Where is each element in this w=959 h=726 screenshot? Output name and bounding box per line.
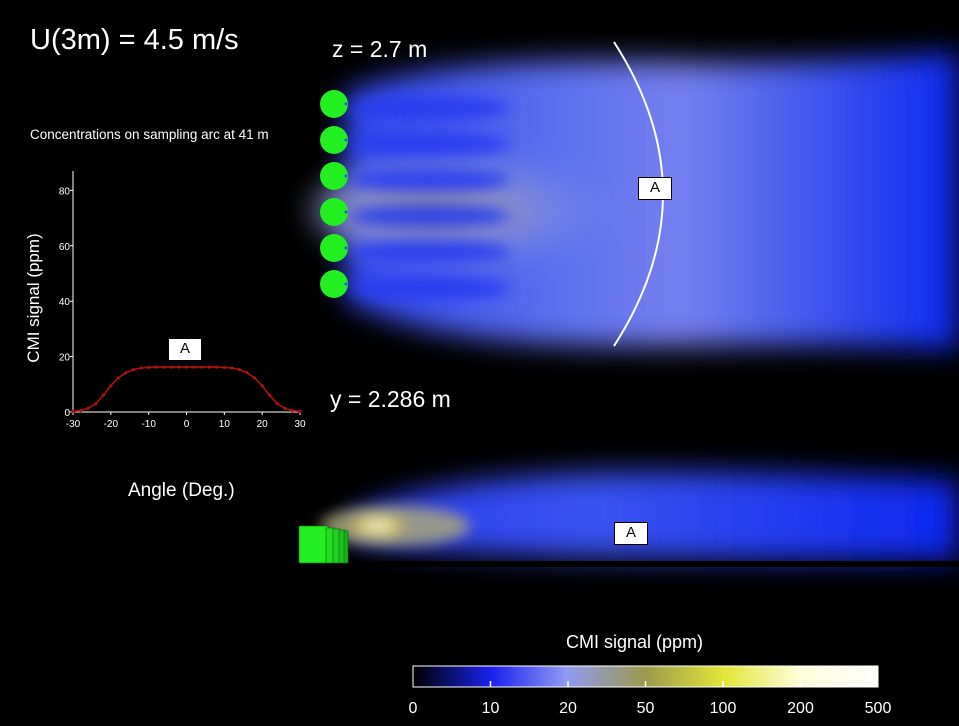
source-outlet-dot [344,102,348,106]
side-view-label: y = 2.286 m [330,386,451,412]
inset-data-point [147,365,151,370]
inset-data-point [71,409,75,414]
inset-y-tick-label: 20 [59,353,71,364]
inset-data-point [139,366,143,370]
plume-lobe [350,276,510,300]
inset-series-line [72,366,301,413]
inset-data-point [78,409,83,413]
inset-data-point [237,368,242,372]
colorbar-tick-label: 0 [408,700,418,717]
inset-data-point [109,384,113,388]
source-disk [320,270,348,298]
plan-view-label: z = 2.7 m [332,36,428,62]
inset-y-tick-label: 40 [59,297,71,308]
source-outlet-dot [344,246,348,250]
inset-data-point [253,376,257,380]
colorbar-tick-label: 50 [636,700,655,717]
inset-data-point [116,376,120,380]
inset-y-tick-label: 80 [59,186,71,197]
inset-x-tick-label: -20 [104,419,119,430]
inset-data-point [101,393,105,397]
inset-caption: Concentrations on sampling arc at 41 m [30,127,269,142]
inset-chart: 0 20 40 60 80 -30 -20 -10 0 10 20 30 [59,171,306,430]
inset-data-point [184,365,189,369]
side-view-source [298,525,349,564]
source-disk [320,126,348,154]
inset-data-point [230,366,234,370]
inset-data-point [245,371,249,375]
inset-x-tick-label: 20 [257,419,269,430]
inset-y-axis-label: CMI signal (ppm) [24,233,43,363]
side-tag: A [614,522,648,545]
colorbar-tick-label: 200 [787,700,814,717]
colorbar-tick-marks [489,681,802,687]
colorbar-tick-label: 100 [709,700,737,717]
inset-x-axis-label: Angle (Deg.) [128,480,235,501]
plume-lobes [350,96,510,300]
colorbar-tick-label: 10 [481,700,500,717]
plume-lobe [350,168,510,192]
source-array [320,90,348,298]
inset-data-point [283,406,287,410]
inset-data-point [131,368,136,372]
inset-data-point [207,365,211,369]
inset-data-point [94,402,98,406]
source-outlet-dot [344,282,348,286]
source-disk [320,90,348,118]
inset-y-tick-label: 0 [64,408,70,419]
inset-y-tick-label: 60 [59,242,71,253]
inset-data-point [124,371,128,375]
plume-lobe [350,204,510,228]
source-disk [320,198,348,226]
inset-data-point [215,365,219,369]
inset-data-point [298,409,302,414]
inset-data-point [169,365,173,369]
colorbar-tick-label: 500 [864,700,892,717]
source-outlet-dot [344,210,348,214]
arc-tag: A [638,177,672,200]
plume-lobe [350,240,510,264]
page-title: U(3m) = 4.5 m/s [30,24,239,56]
source-outlet-dot [344,174,348,178]
inset-x-tick-label: 10 [219,419,231,430]
inset-data-point [177,365,181,369]
inset-x-tick-label: 30 [294,419,306,430]
inset-data-point [200,365,204,369]
inset-x-tick-label: 0 [184,419,190,430]
plan-view-plume [310,52,959,350]
source-disk [320,234,348,262]
plume-lobe [350,96,510,120]
inset-data-point [192,365,196,369]
colorbar-tick-label: 20 [559,700,577,717]
source-outlet-dot [344,138,348,142]
side-view-plume [320,428,959,567]
plume-lobe [350,132,510,156]
inset-data-point [86,406,90,410]
inset-data-point [290,409,295,413]
inset-data-point [260,384,264,388]
colorbar-title: CMI signal (ppm) [566,632,704,652]
inset-data-point [268,393,272,397]
inset-x-tick-label: -10 [141,419,156,430]
source-disk [320,162,348,190]
inset-tag: A [168,338,202,361]
inset-data-point [275,402,279,406]
inset-data-point [222,365,226,370]
inset-data-point [154,365,158,369]
inset-x-tick-label: -30 [66,419,81,430]
inset-data-point [162,365,166,369]
